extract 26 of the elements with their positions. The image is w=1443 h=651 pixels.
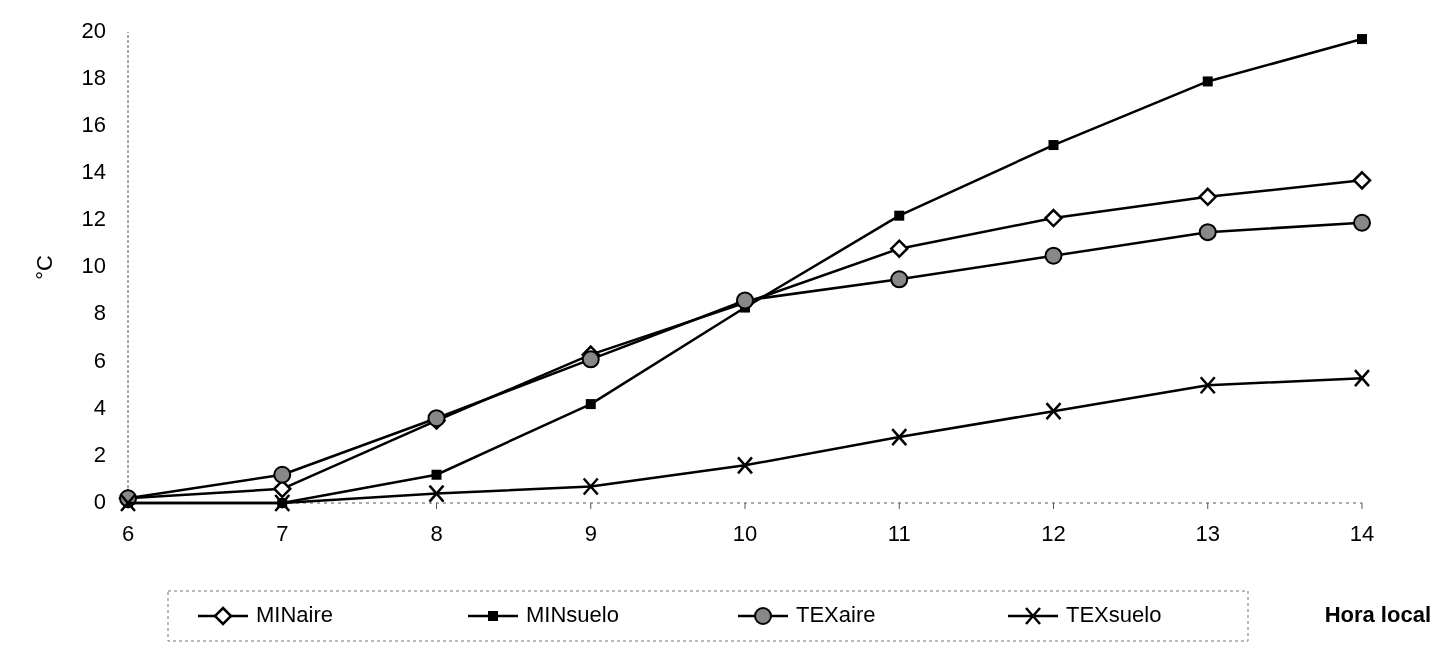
x-tick-label: 12: [1041, 521, 1066, 546]
y-tick-label: 14: [81, 159, 106, 185]
x-tick-label: 7: [276, 521, 289, 546]
y-tick-label: 18: [81, 64, 106, 90]
y-tick-label: 0: [93, 488, 106, 514]
legend-label: MINaire: [256, 601, 334, 627]
x-tick-label: 10: [732, 521, 758, 546]
x-tick-label: 13: [1195, 521, 1220, 546]
y-axis-title: °C: [31, 255, 57, 280]
legend-label: TEXsuelo: [1066, 601, 1162, 627]
y-tick-label: 8: [93, 300, 106, 326]
legend-label: MINsuelo: [526, 601, 619, 627]
y-tick-label: 4: [93, 394, 106, 420]
y-tick-label: 12: [81, 206, 106, 232]
x-tick-label: 9: [584, 521, 597, 546]
x-tick-label: 6: [121, 521, 135, 546]
x-tick-label: 14: [1349, 521, 1375, 546]
y-tick-label: 2: [93, 441, 106, 467]
legend-label: TEXaire: [796, 601, 876, 627]
y-tick-label: 10: [81, 253, 106, 279]
x-axis-title: Hora local: [1324, 601, 1431, 627]
x-tick-label: 8: [430, 521, 443, 546]
y-tick-label: 6: [93, 347, 106, 373]
x-tick-label: 11: [887, 521, 911, 546]
y-tick-label: 16: [81, 112, 106, 138]
y-tick-label: 20: [81, 17, 106, 43]
